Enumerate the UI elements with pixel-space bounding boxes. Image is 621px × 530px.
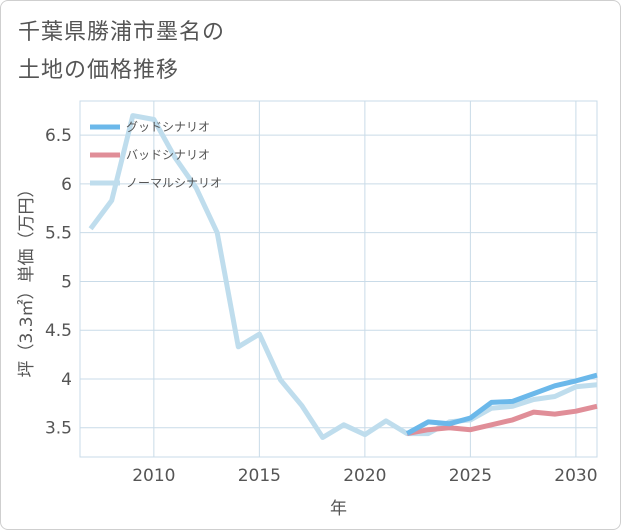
y-tick-label: 6 (61, 175, 72, 195)
x-axis-title: 年 (330, 499, 347, 519)
chart-title: 千葉県勝浦市墨名の 土地の価格推移 (18, 14, 225, 90)
y-tick-label: 4.5 (45, 321, 72, 341)
y-tick-label: 3.5 (45, 419, 72, 439)
series-line-2 (88, 113, 598, 440)
series-line-1 (406, 403, 598, 437)
y-tick-label: 6.5 (45, 126, 72, 146)
series-lines (88, 113, 598, 440)
plot-area-border (79, 100, 598, 458)
x-tick-label: 2015 (238, 466, 281, 486)
legend-label-2: ノーマルシナリオ (126, 176, 222, 190)
chart-title-line-2: 土地の価格推移 (18, 58, 180, 83)
y-tick-label: 4 (61, 370, 72, 390)
x-tick-label: 2020 (343, 466, 386, 486)
grid-lines (79, 100, 598, 458)
y-tick-label: 5 (61, 272, 72, 292)
tick-labels: 2010 2015 2020 2025 2030 3.5 4 4.5 5 5.5 6 6.5 (45, 126, 598, 486)
legend-label-0: グッドシナリオ (126, 120, 210, 134)
legend-label-1: バッドシナリオ (126, 148, 210, 162)
y-tick-label: 5.5 (45, 224, 72, 244)
x-tick-label: 2010 (132, 466, 175, 486)
series-line-0 (405, 372, 598, 436)
x-tick-label: 2025 (449, 466, 492, 486)
chart-title-line-1: 千葉県勝浦市墨名の (18, 20, 226, 45)
x-tick-label: 2030 (554, 466, 597, 486)
y-axis-title: 坪（3.3㎡）単価（万円） (17, 180, 37, 377)
